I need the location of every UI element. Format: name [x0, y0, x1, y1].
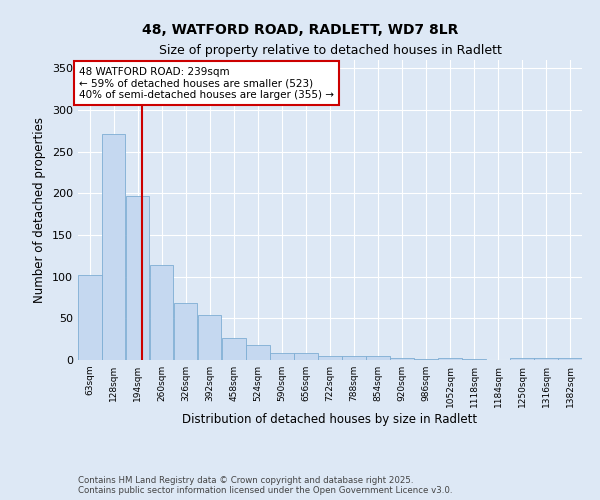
Bar [270, 352, 293, 360]
Bar [559, 358, 582, 360]
Text: 48, WATFORD ROAD, RADLETT, WD7 8LR: 48, WATFORD ROAD, RADLETT, WD7 8LR [142, 22, 458, 36]
Bar [438, 358, 462, 360]
Text: 48 WATFORD ROAD: 239sqm
← 59% of detached houses are smaller (523)
40% of semi-d: 48 WATFORD ROAD: 239sqm ← 59% of detache… [79, 66, 334, 100]
Bar [78, 275, 101, 360]
Bar [126, 196, 149, 360]
Bar [318, 356, 341, 360]
Y-axis label: Number of detached properties: Number of detached properties [34, 117, 46, 303]
Bar [174, 304, 197, 360]
Bar [101, 134, 125, 360]
Bar [534, 358, 558, 360]
Text: Contains HM Land Registry data © Crown copyright and database right 2025.
Contai: Contains HM Land Registry data © Crown c… [78, 476, 452, 495]
Bar [510, 358, 534, 360]
Bar [390, 358, 414, 360]
Bar [294, 354, 317, 360]
Bar [246, 345, 269, 360]
X-axis label: Distribution of detached houses by size in Radlett: Distribution of detached houses by size … [182, 412, 478, 426]
Bar [150, 265, 173, 360]
Bar [198, 315, 221, 360]
Bar [414, 359, 438, 360]
Bar [222, 338, 245, 360]
Title: Size of property relative to detached houses in Radlett: Size of property relative to detached ho… [158, 44, 502, 58]
Bar [462, 359, 486, 360]
Bar [366, 356, 390, 360]
Bar [342, 356, 365, 360]
